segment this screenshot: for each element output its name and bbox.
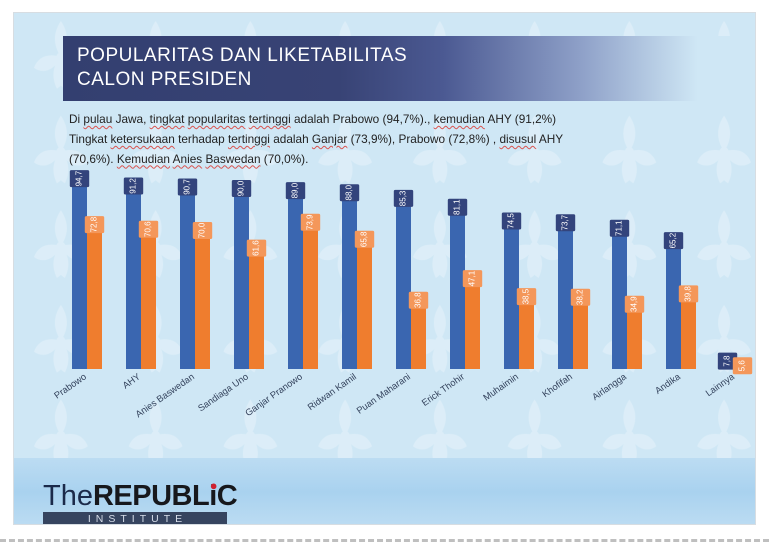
svg-text:Puan Maharani: Puan Maharani <box>355 371 412 415</box>
svg-text:36,8: 36,8 <box>414 292 423 308</box>
svg-text:73,9: 73,9 <box>306 214 315 230</box>
svg-text:65,8: 65,8 <box>360 231 369 247</box>
svg-text:Anies Baswedan: Anies Baswedan <box>134 371 196 419</box>
svg-text:85,3: 85,3 <box>399 190 408 206</box>
svg-text:39,8: 39,8 <box>684 286 693 302</box>
svg-text:70,0: 70,0 <box>198 222 207 238</box>
svg-text:71,1: 71,1 <box>615 220 624 236</box>
svg-text:Lainnya: Lainnya <box>704 371 737 398</box>
svg-text:73,7: 73,7 <box>561 214 570 230</box>
svg-text:72,8: 72,8 <box>90 216 99 232</box>
svg-text:91,2: 91,2 <box>129 178 138 194</box>
svg-text:38,2: 38,2 <box>576 289 585 305</box>
svg-text:74,5: 74,5 <box>507 213 516 229</box>
svg-text:Ridwan Kamil: Ridwan Kamil <box>306 371 358 412</box>
svg-text:Ganjar Pranowo: Ganjar Pranowo <box>243 371 304 418</box>
svg-text:90,0: 90,0 <box>237 180 246 196</box>
svg-text:AHY: AHY <box>121 371 142 390</box>
svg-text:34,9: 34,9 <box>630 296 639 312</box>
svg-text:Andika: Andika <box>653 371 683 396</box>
svg-text:7,8: 7,8 <box>723 355 732 367</box>
svg-text:Airlangga: Airlangga <box>590 371 629 402</box>
svg-text:Muhaimin: Muhaimin <box>481 371 520 402</box>
svg-text:81,1: 81,1 <box>453 199 462 215</box>
svg-text:88,0: 88,0 <box>345 184 354 200</box>
svg-text:5,6: 5,6 <box>738 360 747 372</box>
svg-text:Erick Thohir: Erick Thohir <box>420 371 466 408</box>
svg-text:61,6: 61,6 <box>252 240 261 256</box>
svg-text:Sandiaga Uno: Sandiaga Uno <box>196 371 250 413</box>
svg-text:70,6: 70,6 <box>144 221 153 237</box>
svg-text:94,7: 94,7 <box>75 170 84 186</box>
svg-text:90,7: 90,7 <box>183 179 192 195</box>
svg-text:65,2: 65,2 <box>669 232 678 248</box>
svg-text:38,5: 38,5 <box>522 288 531 304</box>
svg-text:Prabowo: Prabowo <box>52 371 88 400</box>
svg-text:Khofifah: Khofifah <box>540 371 574 399</box>
svg-text:47,1: 47,1 <box>468 270 477 286</box>
svg-text:89,0: 89,0 <box>291 182 300 198</box>
